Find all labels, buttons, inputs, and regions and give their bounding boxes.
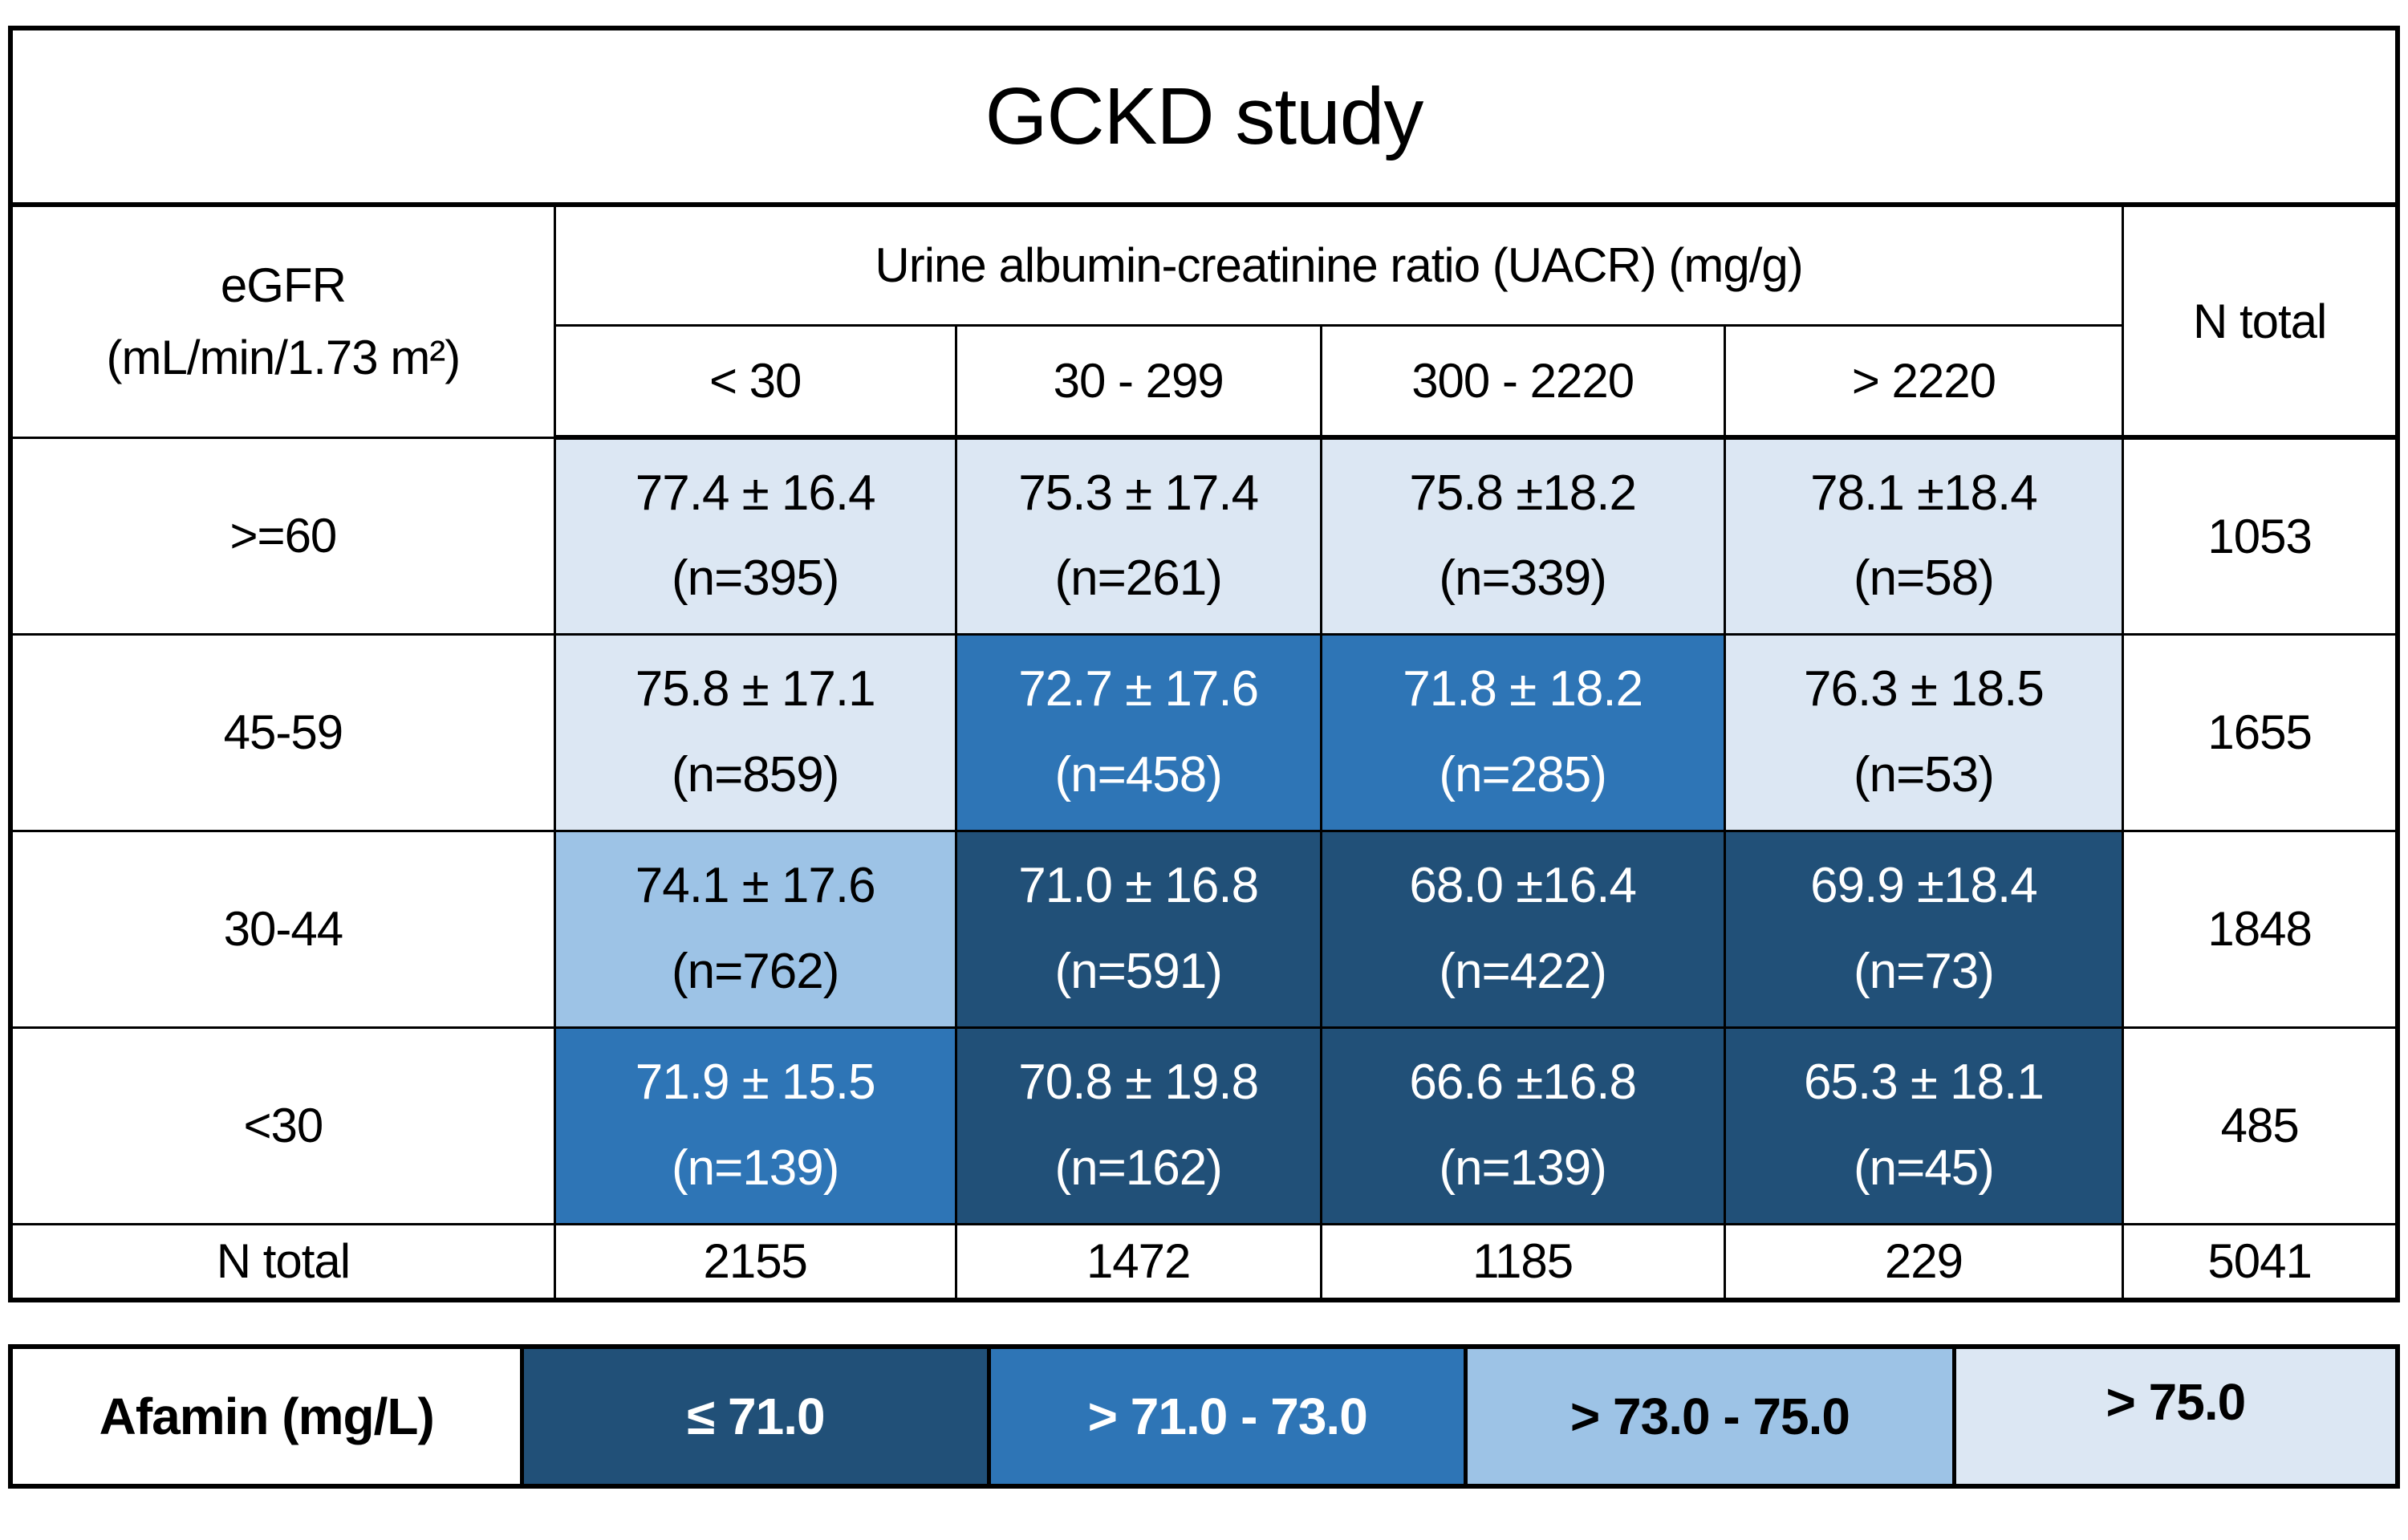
table-row-egfr-30-44: 30-44 74.1 ± 17.6 (n=762) 71.0 ± 16.8 (n…: [9, 829, 2399, 1029]
totals-row-label: N total: [9, 1222, 556, 1302]
column-header-uacr-30-299: 30 - 299: [954, 323, 1322, 440]
row-total-egfr-ge60: 1053: [2122, 436, 2399, 636]
table-row-egfr-ge60: >=60 77.4 ± 16.4 (n=395) 75.3 ± 17.4 (n=…: [9, 436, 2399, 636]
row-label-egfr-45-59: 45-59: [9, 632, 556, 832]
heatmap-table-figure: GCKD study eGFR (mL/min/1.73 m²) Urine a…: [8, 26, 2400, 1302]
cell-mean-sd: 71.9 ± 15.5: [635, 1054, 876, 1111]
legend-title: Afamin (mg/L): [13, 1349, 521, 1484]
cell-mean-sd: 66.6 ±16.8: [1409, 1054, 1637, 1111]
col-total-uacr-300-2220: 1185: [1319, 1222, 1726, 1302]
column-header-uacr-300-2220: 300 - 2220: [1319, 323, 1726, 440]
cell-n: (n=339): [1439, 551, 1606, 607]
legend-bin-71-73: > 71.0 - 73.0: [987, 1349, 1464, 1484]
table-row-egfr-lt30: <30 71.9 ± 15.5 (n=139) 70.8 ± 19.8 (n=1…: [9, 1026, 2399, 1225]
row-label-egfr-ge60: >=60: [9, 436, 556, 636]
cell-egfr-lt30-uacr-lt30: 71.9 ± 15.5 (n=139): [553, 1026, 957, 1225]
cell-n: (n=53): [1853, 746, 1995, 803]
cell-n: (n=395): [671, 551, 839, 607]
cell-egfr-45-59-uacr-30-299: 72.7 ± 17.6 (n=458): [954, 632, 1322, 832]
cell-n: (n=422): [1439, 943, 1606, 999]
egfr-axis-label-line2: (mL/min/1.73 m²): [106, 330, 461, 384]
cell-mean-sd: 71.0 ± 16.8: [1018, 858, 1259, 914]
col-total-uacr-gt2220: 229: [1723, 1222, 2125, 1302]
cell-n: (n=859): [671, 746, 839, 803]
uacr-axis-label: Urine albumin-creatinine ratio (UACR) (m…: [553, 203, 2125, 327]
cell-n: (n=58): [1853, 551, 1995, 607]
cell-n: (n=45): [1853, 1140, 1995, 1196]
egfr-axis-label-line1: eGFR: [220, 258, 347, 312]
cell-mean-sd: 76.3 ± 18.5: [1804, 661, 2045, 717]
cell-mean-sd: 75.3 ± 17.4: [1018, 465, 1259, 521]
cell-egfr-ge60-uacr-gt2220: 78.1 ±18.4 (n=58): [1723, 436, 2125, 636]
cell-mean-sd: 68.0 ±16.4: [1409, 858, 1637, 914]
column-header-uacr-lt30: < 30: [553, 323, 957, 440]
color-legend: Afamin (mg/L) ≤ 71.0 > 71.0 - 73.0 > 73.…: [8, 1344, 2400, 1489]
column-header-uacr-gt2220: > 2220: [1723, 323, 2125, 440]
row-total-egfr-lt30: 485: [2122, 1026, 2399, 1225]
legend-bin-73-75: > 73.0 - 75.0: [1464, 1349, 1952, 1484]
cell-egfr-30-44-uacr-30-299: 71.0 ± 16.8 (n=591): [954, 829, 1322, 1029]
cell-mean-sd: 78.1 ±18.4: [1810, 465, 2038, 521]
cell-egfr-lt30-uacr-300-2220: 66.6 ±16.8 (n=139): [1319, 1026, 1726, 1225]
cell-n: (n=73): [1853, 943, 1995, 999]
cell-mean-sd: 74.1 ± 17.6: [635, 858, 876, 914]
legend-bin-gt-75: > 75.0: [1951, 1349, 2395, 1484]
cell-egfr-30-44-uacr-300-2220: 68.0 ±16.4 (n=422): [1319, 829, 1726, 1029]
row-total-egfr-30-44: 1848: [2122, 829, 2399, 1029]
row-total-egfr-45-59: 1655: [2122, 632, 2399, 832]
cell-egfr-ge60-uacr-300-2220: 75.8 ±18.2 (n=339): [1319, 436, 1726, 636]
cell-n: (n=139): [671, 1140, 839, 1196]
cell-mean-sd: 75.8 ±18.2: [1409, 465, 1637, 521]
cell-mean-sd: 75.8 ± 17.1: [635, 661, 876, 717]
cell-n: (n=591): [1054, 943, 1222, 999]
cell-n: (n=285): [1439, 746, 1606, 803]
cell-egfr-45-59-uacr-lt30: 75.8 ± 17.1 (n=859): [553, 632, 957, 832]
table-row-column-totals: N total 2155 1472 1185 229 5041: [9, 1222, 2399, 1302]
cell-mean-sd: 77.4 ± 16.4: [635, 465, 876, 521]
cell-egfr-ge60-uacr-lt30: 77.4 ± 16.4 (n=395): [553, 436, 957, 636]
cell-egfr-45-59-uacr-300-2220: 71.8 ± 18.2 (n=285): [1319, 632, 1726, 832]
gckd-heatmap-table: GCKD study eGFR (mL/min/1.73 m²) Urine a…: [8, 26, 2400, 1302]
cell-egfr-45-59-uacr-gt2220: 76.3 ± 18.5 (n=53): [1723, 632, 2125, 832]
table-row-egfr-45-59: 45-59 75.8 ± 17.1 (n=859) 72.7 ± 17.6 (n…: [9, 632, 2399, 832]
col-total-uacr-lt30: 2155: [553, 1222, 957, 1302]
column-header-n-total: N total: [2122, 203, 2399, 440]
cell-n: (n=139): [1439, 1140, 1606, 1196]
row-label-egfr-30-44: 30-44: [9, 829, 556, 1029]
cell-mean-sd: 71.8 ± 18.2: [1403, 661, 1643, 717]
cell-n: (n=458): [1054, 746, 1222, 803]
cell-egfr-30-44-uacr-lt30: 74.1 ± 17.6 (n=762): [553, 829, 957, 1029]
legend-bin-le-71: ≤ 71.0: [520, 1349, 988, 1484]
figure-title: GCKD study: [9, 26, 2399, 207]
egfr-axis-label: eGFR (mL/min/1.73 m²): [9, 203, 556, 439]
legend-bin-gt-75-label: > 75.0: [2105, 1373, 2247, 1431]
cell-n: (n=162): [1054, 1140, 1222, 1196]
cell-egfr-lt30-uacr-gt2220: 65.3 ± 18.1 (n=45): [1723, 1026, 2125, 1225]
cell-n: (n=762): [671, 943, 839, 999]
cell-mean-sd: 72.7 ± 17.6: [1018, 661, 1259, 717]
cell-mean-sd: 69.9 ±18.4: [1810, 858, 2038, 914]
row-label-egfr-lt30: <30: [9, 1026, 556, 1225]
cell-n: (n=261): [1054, 551, 1222, 607]
cell-egfr-lt30-uacr-30-299: 70.8 ± 19.8 (n=162): [954, 1026, 1322, 1225]
cell-egfr-ge60-uacr-30-299: 75.3 ± 17.4 (n=261): [954, 436, 1322, 636]
cell-mean-sd: 65.3 ± 18.1: [1804, 1054, 2045, 1111]
col-total-uacr-30-299: 1472: [954, 1222, 1322, 1302]
cell-mean-sd: 70.8 ± 19.8: [1018, 1054, 1259, 1111]
grand-total: 5041: [2122, 1222, 2399, 1302]
cell-egfr-30-44-uacr-gt2220: 69.9 ±18.4 (n=73): [1723, 829, 2125, 1029]
